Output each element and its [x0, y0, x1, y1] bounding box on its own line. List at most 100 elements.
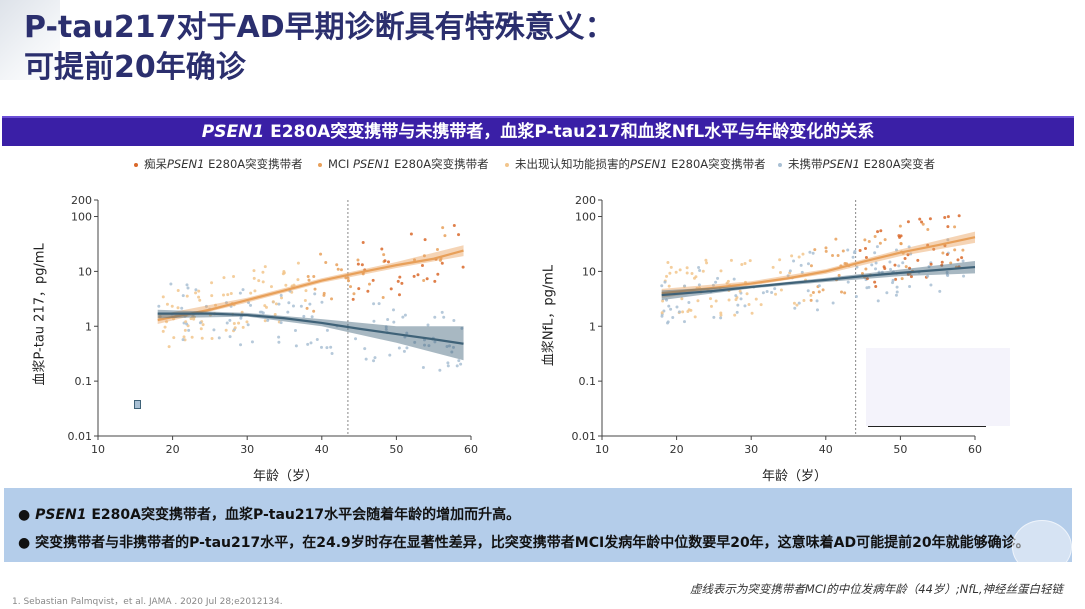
data-point — [824, 249, 828, 253]
data-point — [714, 299, 718, 303]
data-point — [953, 225, 957, 229]
data-point — [817, 290, 821, 294]
data-point — [319, 252, 323, 256]
data-point — [372, 302, 376, 306]
data-point — [690, 271, 694, 275]
data-point — [440, 261, 444, 265]
data-point — [918, 217, 922, 221]
data-point — [260, 310, 264, 314]
data-point — [397, 346, 401, 350]
data-point — [225, 321, 229, 325]
data-point — [313, 287, 317, 291]
data-point — [808, 250, 812, 254]
data-point — [363, 347, 367, 351]
data-point — [696, 299, 700, 303]
data-point — [815, 308, 819, 312]
data-point — [401, 315, 405, 319]
data-point — [920, 220, 924, 224]
data-point — [302, 314, 306, 318]
data-point — [330, 297, 334, 301]
data-point — [322, 293, 326, 297]
ptau217-y-axis-title: 血浆P-tau 217，pg/mL — [32, 243, 48, 386]
data-point — [192, 317, 196, 321]
data-point — [809, 293, 813, 297]
data-point — [962, 274, 966, 278]
data-point — [841, 249, 845, 253]
data-point — [347, 279, 351, 283]
data-point — [271, 300, 275, 304]
data-point — [438, 368, 442, 372]
data-point — [460, 326, 464, 330]
data-point — [893, 263, 897, 267]
data-point — [253, 289, 257, 293]
data-point — [932, 247, 936, 251]
data-point — [904, 265, 908, 269]
data-point — [433, 340, 437, 344]
data-point — [189, 317, 193, 321]
data-point — [176, 306, 180, 310]
data-point — [354, 337, 358, 341]
data-point — [874, 267, 878, 271]
data-point — [266, 318, 270, 322]
data-point — [440, 310, 444, 314]
data-point — [382, 253, 386, 257]
data-point — [304, 289, 308, 293]
section-banner: PSEN1 E280A突变携带与未携带者，血浆P-tau217和血浆NfL水平与… — [2, 116, 1074, 146]
y-tick-label: 10 — [78, 265, 92, 278]
data-point — [734, 294, 738, 298]
data-point — [883, 238, 887, 242]
y-tick-label: 1 — [589, 320, 596, 333]
data-point — [909, 252, 913, 256]
ptau217-x-axis-title: 年龄（岁） — [253, 469, 319, 484]
data-point — [386, 317, 390, 321]
data-point — [747, 302, 751, 306]
data-point — [946, 273, 950, 277]
data-point — [894, 248, 898, 252]
data-point — [392, 320, 396, 324]
data-point — [873, 251, 877, 255]
confidence-band-1 — [157, 309, 464, 361]
data-point — [698, 269, 702, 273]
data-point — [921, 222, 925, 226]
legend-item-unimpaired: 未出现认知功能损害的PSEN1 E280A突变携带者 — [505, 156, 766, 172]
data-point — [800, 270, 804, 274]
data-point — [677, 310, 681, 314]
data-point — [701, 269, 705, 273]
data-point — [778, 258, 782, 262]
data-point — [733, 313, 737, 317]
data-point — [371, 278, 375, 282]
data-point — [745, 292, 749, 296]
data-point — [682, 320, 686, 324]
data-point — [277, 302, 281, 306]
data-point — [279, 293, 283, 297]
data-point — [843, 291, 847, 295]
data-point — [851, 255, 855, 259]
data-point — [736, 303, 740, 307]
data-point — [386, 260, 390, 264]
data-point — [705, 261, 709, 265]
data-point — [294, 344, 298, 348]
data-point — [194, 291, 198, 295]
data-point — [165, 320, 169, 324]
data-point — [329, 345, 333, 349]
data-point — [928, 217, 932, 221]
data-point — [863, 238, 867, 242]
data-point — [875, 245, 879, 249]
reference: 1. Sebastian Palmqvist，et al. JAMA . 202… — [12, 597, 283, 607]
x-tick-label: 50 — [893, 443, 907, 456]
data-point — [697, 265, 701, 269]
data-point — [451, 345, 455, 349]
data-point — [277, 340, 281, 344]
data-point — [366, 289, 370, 293]
fit-line-0 — [157, 249, 464, 322]
data-point — [665, 298, 669, 302]
data-point — [683, 284, 687, 288]
bullet-2: ● 突变携带者与非携带者的P-tau217水平，在24.9岁时存在显著性差异，比… — [18, 535, 1030, 551]
data-point — [957, 214, 961, 218]
data-point — [461, 265, 465, 269]
data-point — [945, 270, 949, 274]
x-tick-label: 50 — [389, 443, 403, 456]
data-point — [305, 306, 309, 310]
data-point — [846, 248, 850, 252]
data-point — [199, 327, 203, 331]
